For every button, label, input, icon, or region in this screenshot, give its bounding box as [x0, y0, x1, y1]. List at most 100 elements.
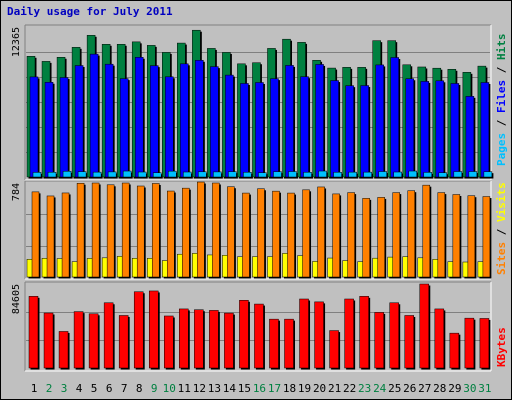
bar-files — [89, 53, 99, 178]
day-label: 23 — [358, 382, 371, 395]
bar-kbytes — [148, 290, 159, 369]
bar-kbytes — [254, 303, 264, 369]
bar-pages — [77, 171, 87, 178]
day-label: 27 — [418, 382, 431, 395]
bar-kbytes — [28, 296, 39, 369]
bar-pages — [228, 171, 237, 178]
day-label: 17 — [268, 382, 281, 395]
day-label: 11 — [178, 382, 191, 395]
bar-pages — [348, 171, 357, 178]
bar-files — [195, 60, 204, 178]
bar-kbytes — [58, 331, 69, 369]
bar-kbytes — [314, 301, 324, 369]
day-label: 28 — [433, 382, 446, 395]
day-label: 8 — [136, 382, 143, 395]
bar-pages — [303, 172, 312, 178]
day-label: 3 — [61, 382, 68, 395]
bar-pages — [438, 172, 448, 178]
bar-pages — [423, 172, 433, 178]
bar-kbytes — [179, 308, 189, 369]
bar-sites — [136, 185, 145, 278]
day-label: 10 — [163, 382, 176, 395]
bar-sites — [227, 186, 235, 278]
day-label: 18 — [283, 382, 296, 395]
bar-files — [29, 76, 39, 178]
bar-files — [435, 80, 445, 178]
bar-kbytes — [209, 310, 219, 369]
day-label: 7 — [121, 382, 128, 395]
bar-files — [225, 74, 234, 178]
legend-separator: / — [495, 222, 508, 242]
bar-sites — [287, 192, 295, 278]
bar-files — [104, 63, 114, 178]
bar-pages — [468, 171, 478, 178]
bar-sites — [242, 192, 250, 278]
legend-hits-files-pages: Pages / Files / Hits — [495, 34, 508, 167]
bar-sites — [422, 184, 431, 278]
bar-files — [315, 64, 324, 178]
bar-files — [450, 83, 460, 178]
bar-pages — [183, 171, 192, 178]
bar-kbytes — [374, 312, 384, 369]
bar-kbytes — [329, 330, 339, 369]
day-label: 21 — [328, 382, 341, 395]
bar-files — [165, 76, 174, 178]
bar-files — [180, 63, 189, 178]
bar-kbytes — [389, 302, 399, 369]
legend-separator: / — [495, 60, 508, 80]
day-label: 29 — [448, 382, 461, 395]
chart-title: Daily usage for July 2011 — [7, 5, 173, 18]
day-label: 20 — [313, 382, 326, 395]
bar-files — [240, 83, 249, 178]
day-label: 5 — [91, 382, 98, 395]
bar-files — [405, 78, 414, 178]
bar-pages — [168, 170, 177, 178]
bar-kbytes — [479, 318, 490, 369]
bar-sites — [76, 182, 85, 278]
bar-sites — [437, 192, 446, 278]
bar-kbytes — [269, 318, 279, 369]
bar-kbytes — [43, 312, 54, 369]
bar-pages — [243, 172, 252, 178]
bar-files — [360, 85, 369, 178]
bar-pages — [122, 170, 132, 178]
bar-files — [420, 81, 430, 178]
legend-kbytes: KBytes — [495, 327, 508, 367]
day-label: 2 — [46, 382, 53, 395]
bar-sites — [467, 195, 476, 278]
bar-pages — [273, 171, 282, 178]
bar-sites — [302, 189, 310, 278]
bar-sites — [61, 192, 70, 278]
bar-sites — [121, 182, 130, 278]
day-label: 6 — [106, 382, 113, 395]
bar-files — [330, 80, 339, 178]
bar-files — [44, 82, 54, 178]
bar-pages — [107, 171, 117, 178]
bar-files — [345, 85, 354, 178]
bar-pages — [198, 171, 207, 178]
legend-hits: Hits — [495, 34, 508, 61]
bar-sites — [377, 197, 385, 278]
bar-sites — [362, 198, 370, 278]
bar-sites — [347, 192, 355, 278]
bar-pages — [483, 171, 493, 178]
bar-files — [465, 96, 475, 178]
day-label: 16 — [253, 382, 266, 395]
bar-kbytes — [404, 315, 414, 369]
bar-sites — [392, 192, 400, 278]
bar-pages — [408, 170, 417, 178]
bar-sites — [197, 181, 205, 278]
legend-kbytes: KBytes — [495, 327, 508, 367]
day-label: 25 — [388, 382, 401, 395]
bar-files — [210, 66, 219, 178]
bar-sites — [407, 190, 415, 278]
bar-kbytes — [344, 298, 354, 369]
y-axis-max-label: 12365 — [11, 27, 22, 57]
day-label: 26 — [403, 382, 416, 395]
bar-pages — [378, 171, 387, 178]
bar-kbytes — [103, 302, 114, 369]
bar-files — [375, 64, 384, 178]
bar-files — [285, 65, 294, 178]
bar-sites — [332, 193, 340, 278]
